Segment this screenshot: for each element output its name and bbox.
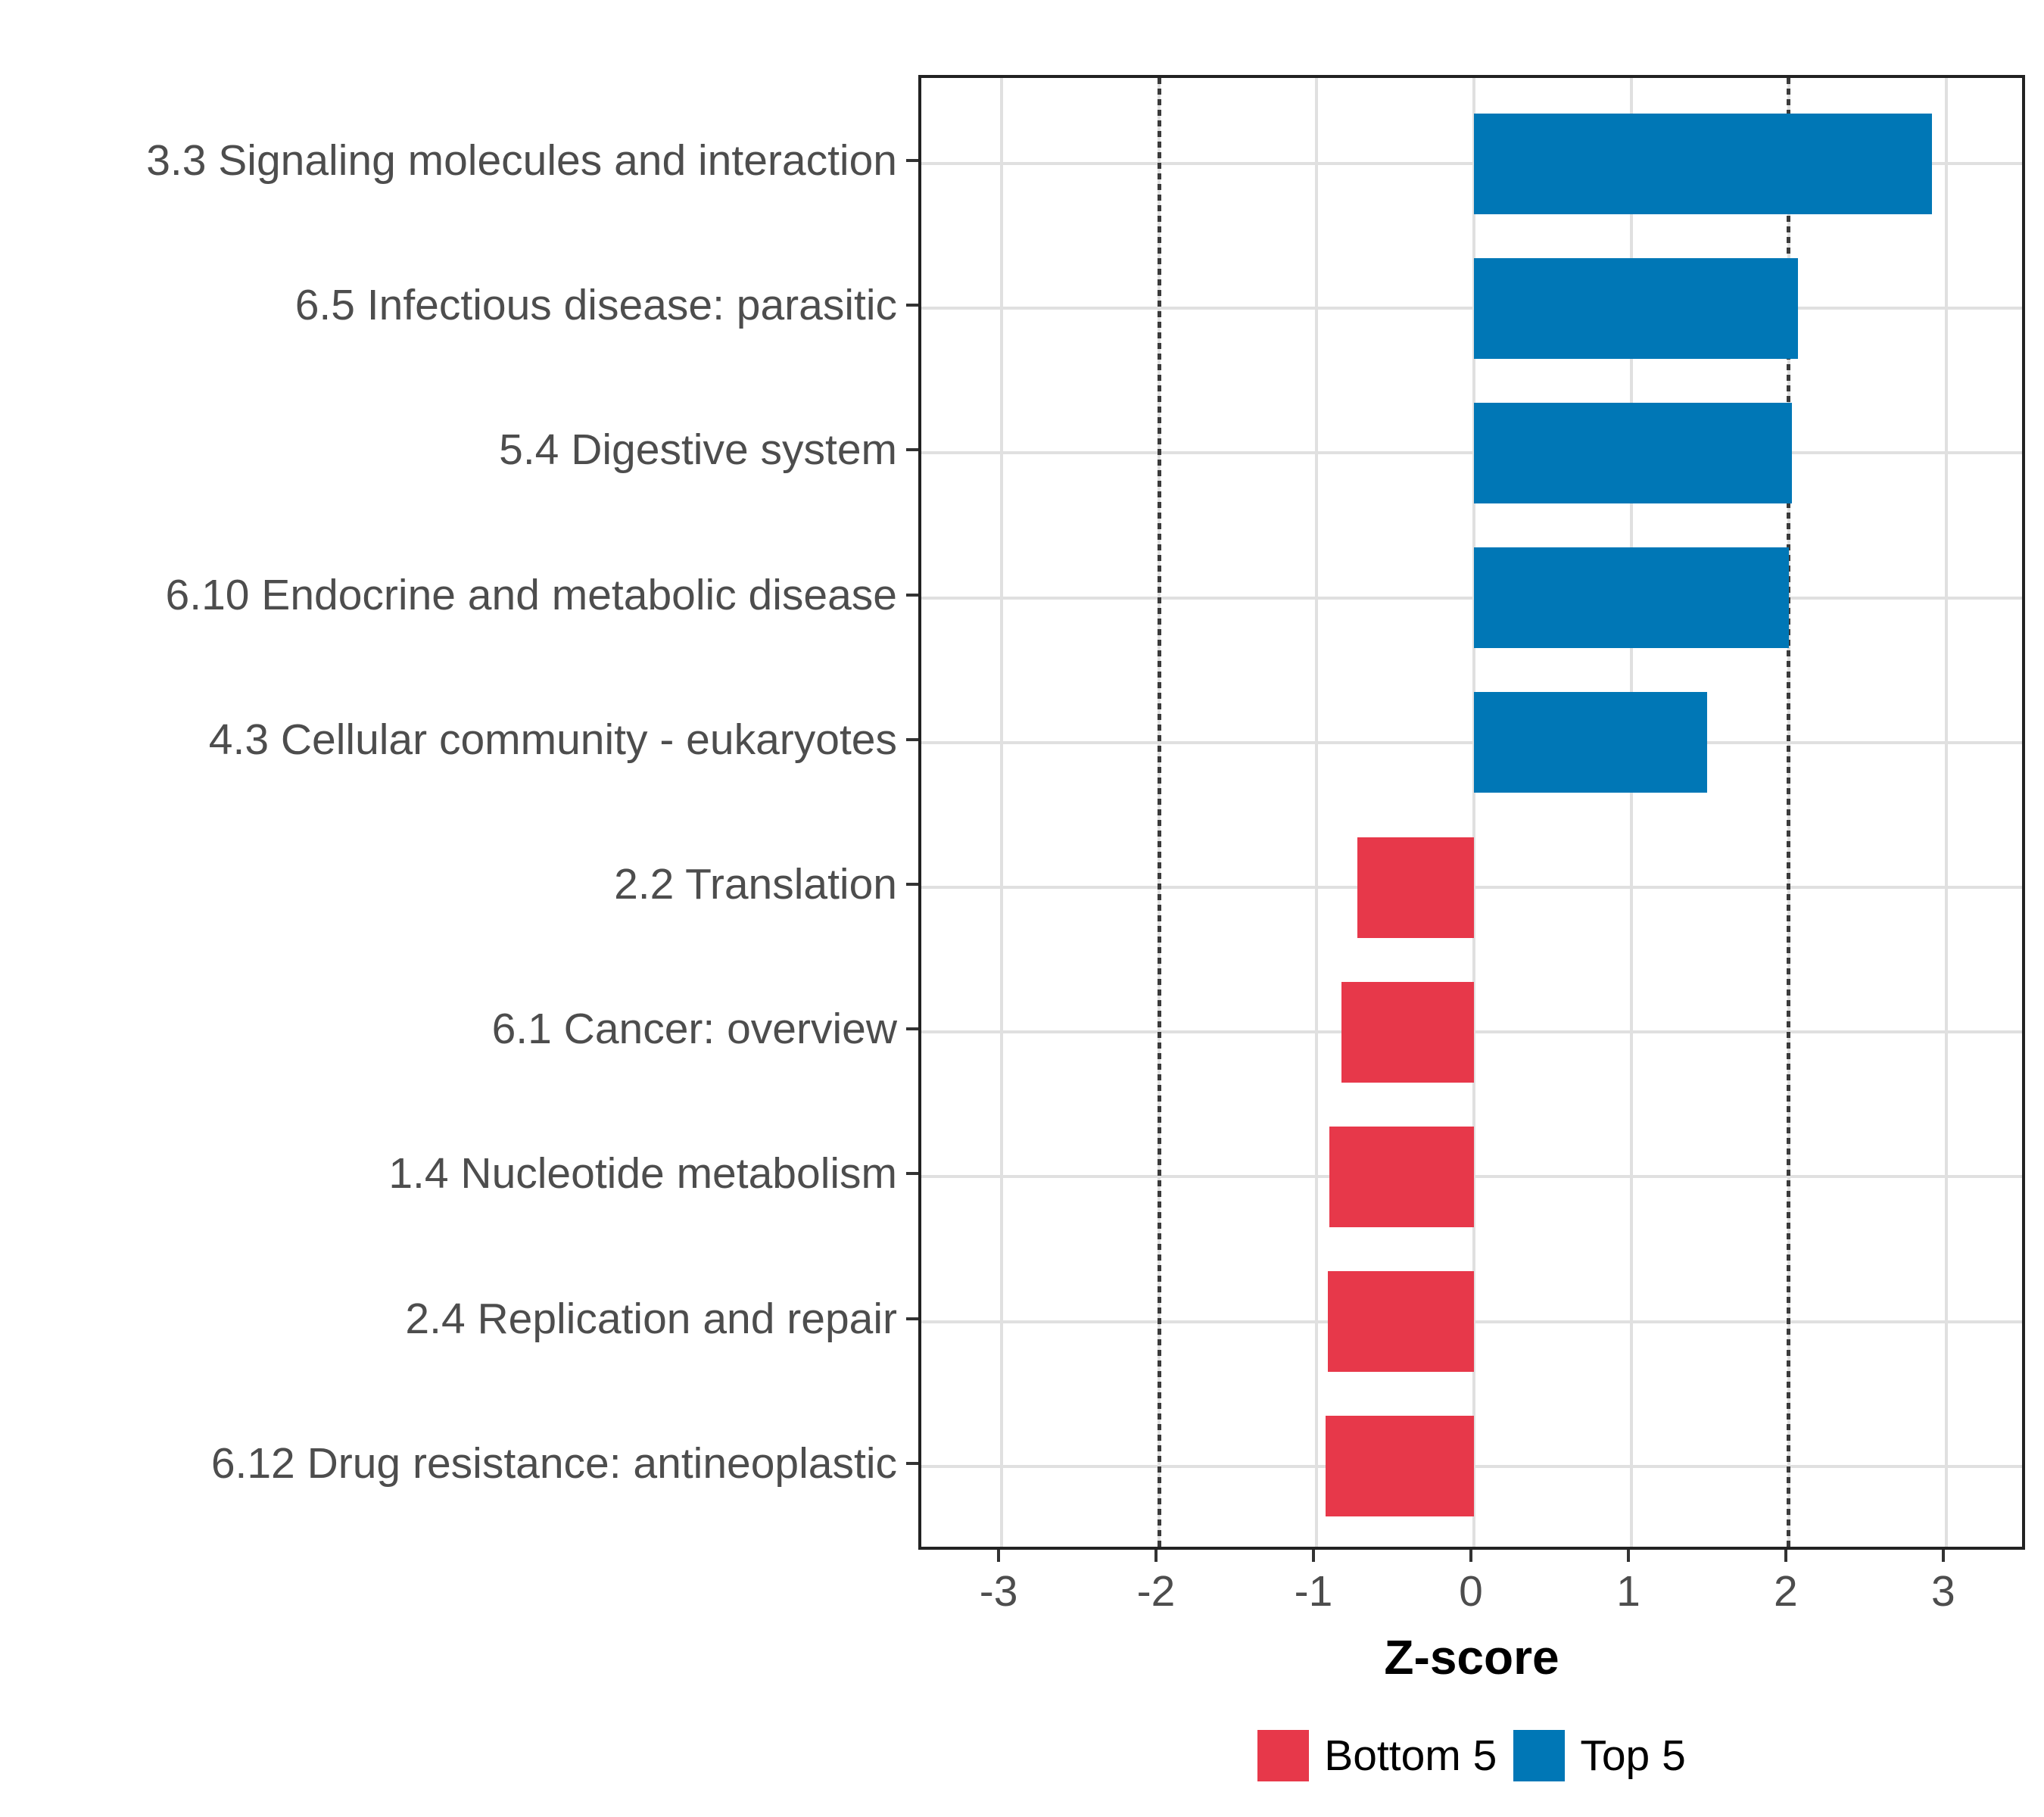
x-axis-tick <box>1469 1550 1472 1562</box>
y-axis-tick-label: 6.10 Endocrine and metabolic disease <box>165 570 897 619</box>
bar-top <box>1473 257 1799 359</box>
y-axis-tick-label: 5.4 Digestive system <box>499 425 897 475</box>
x-axis-title: Z-score <box>1384 1630 1559 1685</box>
legend-swatch-bottom5 <box>1257 1730 1310 1781</box>
y-axis-tick <box>906 1317 918 1320</box>
gridline-vertical <box>1314 78 1318 1547</box>
bar-top <box>1473 692 1707 793</box>
plot-area <box>918 75 2025 1550</box>
reference-line <box>1157 78 1161 1547</box>
y-axis-tick-label: 6.12 Drug resistance: antineoplastic <box>210 1438 897 1488</box>
legend-label-bottom5: Bottom 5 <box>1324 1731 1497 1780</box>
gridline-vertical <box>1472 78 1475 1547</box>
legend-item-top5: Top 5 <box>1513 1730 1686 1781</box>
legend-item-bottom5: Bottom 5 <box>1257 1730 1497 1781</box>
bar-top <box>1473 113 1933 214</box>
y-axis-tick <box>906 883 918 886</box>
bar-bottom <box>1329 1126 1474 1227</box>
y-axis-tick <box>906 1172 918 1176</box>
y-axis-tick-label: 1.4 Nucleotide metabolism <box>388 1149 897 1198</box>
y-axis-tick <box>906 304 918 307</box>
gridline-vertical <box>1629 78 1633 1547</box>
legend-label-top5: Top 5 <box>1580 1731 1686 1780</box>
bar-bottom <box>1326 1416 1474 1517</box>
y-axis-tick <box>906 159 918 162</box>
x-axis-tick <box>1154 1550 1158 1562</box>
x-axis-tick <box>1626 1550 1630 1562</box>
x-axis-tick-label: 0 <box>1459 1567 1483 1616</box>
x-axis-tick-label: 1 <box>1616 1567 1640 1616</box>
bar-top <box>1473 547 1789 649</box>
gridline-horizontal <box>921 740 2022 744</box>
bar-bottom <box>1357 837 1474 938</box>
y-axis-tick <box>906 448 918 452</box>
y-axis-tick <box>906 1027 918 1031</box>
y-axis-tick-label: 4.3 Cellular community - eukaryotes <box>208 715 897 764</box>
bar-bottom <box>1341 981 1474 1083</box>
bar-top <box>1473 402 1793 503</box>
reference-line <box>1787 78 1791 1547</box>
y-axis-tick <box>906 593 918 597</box>
x-axis-tick <box>1311 1550 1315 1562</box>
y-axis-tick <box>906 1461 918 1465</box>
x-axis-tick-label: -3 <box>979 1567 1018 1616</box>
y-axis-tick-label: 6.5 Infectious disease: parasitic <box>294 281 897 330</box>
gridline-horizontal <box>921 307 2022 310</box>
y-axis-tick-label: 2.2 Translation <box>614 860 897 908</box>
x-axis-tick-label: -2 <box>1136 1567 1176 1616</box>
x-axis-tick <box>1941 1550 1945 1562</box>
gridline-vertical <box>1944 78 1948 1547</box>
gridline-horizontal <box>921 451 2022 455</box>
legend-swatch-top5 <box>1513 1730 1566 1781</box>
gridline-horizontal <box>921 162 2022 165</box>
x-axis-tick-label: 2 <box>1774 1567 1798 1616</box>
y-axis-tick-label: 2.4 Replication and repair <box>405 1294 897 1343</box>
legend: Bottom 5 Top 5 <box>918 1728 2025 1783</box>
y-axis-tick-label: 3.3 Signaling molecules and interaction <box>146 136 897 185</box>
gridline-vertical <box>1000 78 1004 1547</box>
bar-bottom <box>1327 1271 1474 1373</box>
y-axis-tick-label: 6.1 Cancer: overview <box>491 1005 897 1054</box>
x-axis-tick-label: 3 <box>1930 1567 1955 1616</box>
gridline-horizontal <box>921 596 2022 600</box>
x-axis-tick <box>1784 1550 1787 1562</box>
x-axis-tick <box>997 1550 1001 1562</box>
x-axis-tick-label: -1 <box>1294 1567 1333 1616</box>
y-axis-tick <box>906 737 918 741</box>
